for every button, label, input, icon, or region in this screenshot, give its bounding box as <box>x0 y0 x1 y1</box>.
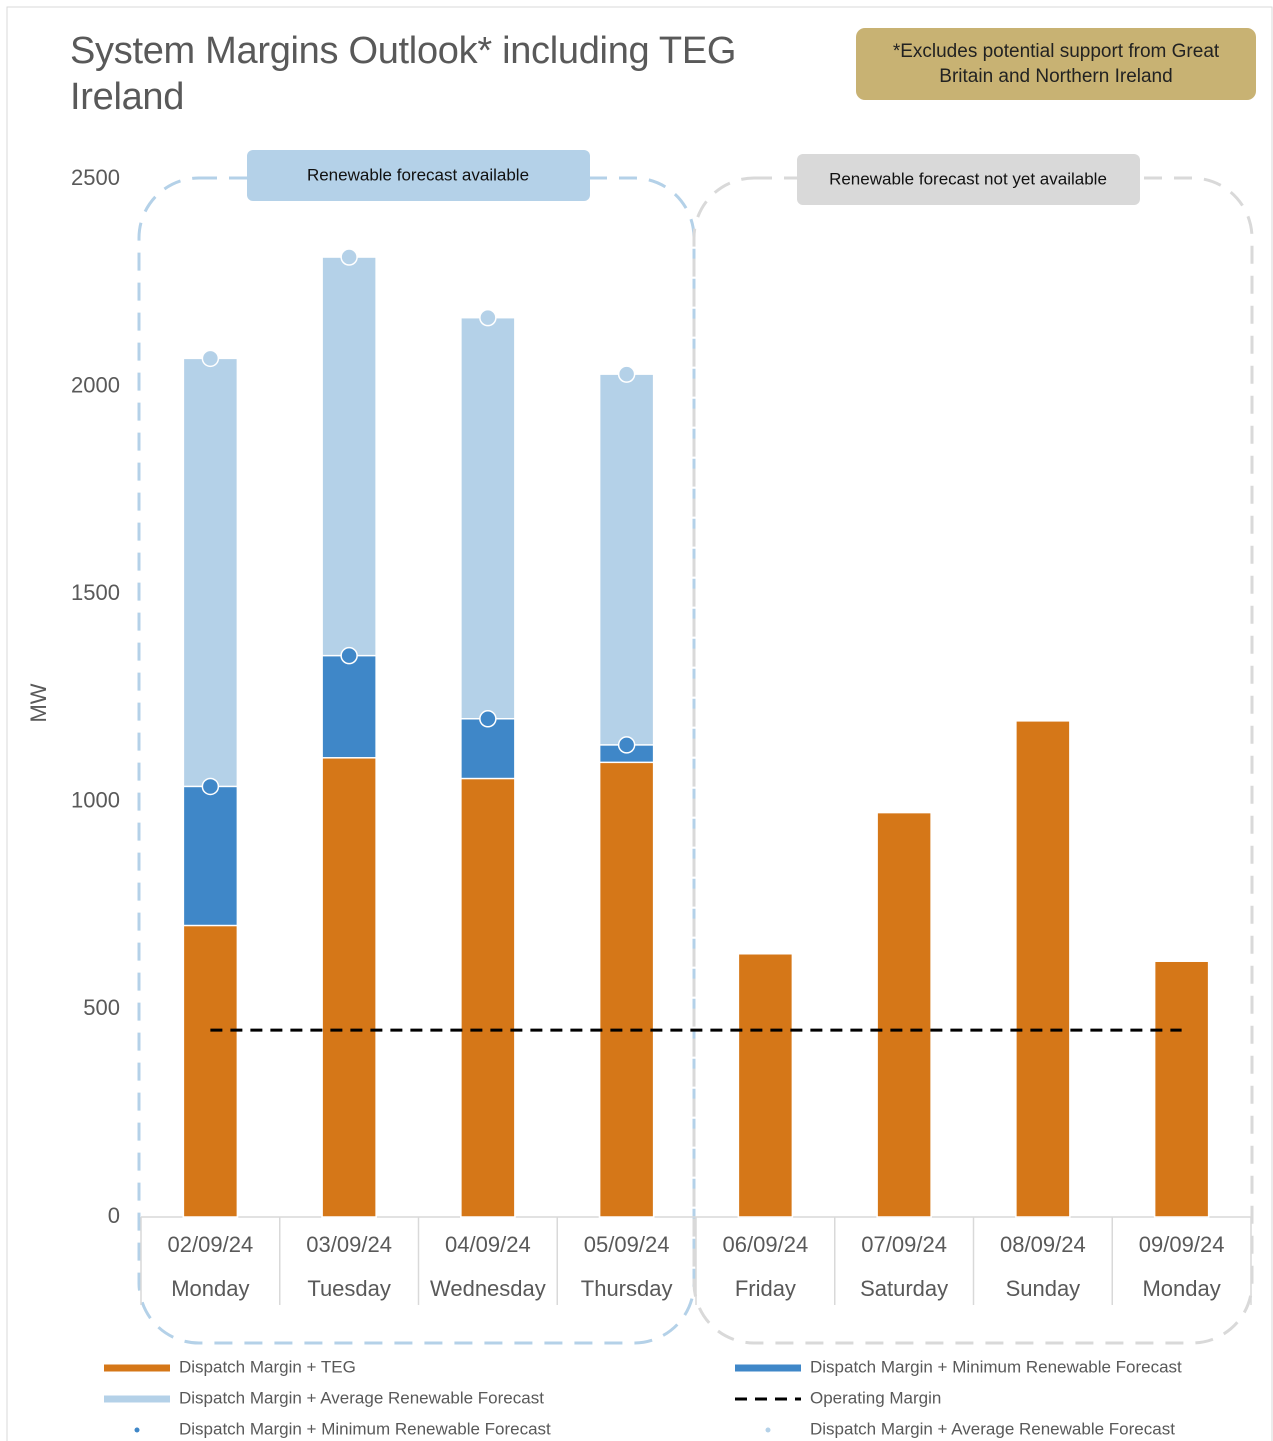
bar <box>1153 960 1210 1218</box>
annotation-box <box>797 154 1140 205</box>
legend-label: Operating Margin <box>810 1388 941 1407</box>
legend-swatch <box>134 1427 140 1433</box>
chart-title: System Margins Outlook* including TEG Ir… <box>70 30 737 118</box>
y-tick-label: 1000 <box>71 788 120 813</box>
legend-label: Dispatch Margin + TEG <box>179 1357 356 1376</box>
x-tick-label: 06/09/24 <box>723 1232 809 1257</box>
marker <box>340 248 358 266</box>
marker <box>479 308 497 327</box>
y-tick-label: 500 <box>83 995 120 1020</box>
marker <box>340 646 358 665</box>
bar <box>737 953 794 1218</box>
marker <box>617 736 636 754</box>
y-axis-label: MW <box>26 683 51 722</box>
x-tick-sublabel: Saturday <box>860 1276 948 1301</box>
x-tick-sublabel: Thursday <box>581 1276 673 1301</box>
y-tick-label: 2500 <box>71 165 120 190</box>
x-tick-label: 05/09/24 <box>584 1232 670 1257</box>
x-tick-sublabel: Wednesday <box>430 1276 546 1301</box>
bar <box>321 757 377 1218</box>
marker <box>201 349 220 368</box>
y-tick-label: 1500 <box>71 580 120 605</box>
bar <box>876 811 932 1218</box>
annotation-box <box>247 150 590 201</box>
x-tick-sublabel: Sunday <box>1006 1276 1081 1301</box>
legend-label: Dispatch Margin + Minimum Renewable Fore… <box>179 1419 551 1438</box>
marker <box>617 365 636 383</box>
bar <box>460 777 516 1218</box>
x-tick-label: 07/09/24 <box>861 1232 947 1257</box>
note: *Excludes potential support from Great B… <box>856 28 1256 100</box>
x-tick-label: 09/09/24 <box>1139 1232 1225 1257</box>
x-tick-label: 02/09/24 <box>168 1232 254 1257</box>
y-tick-label: 0 <box>108 1203 120 1228</box>
legend-label: Dispatch Margin + Minimum Renewable Fore… <box>810 1357 1182 1376</box>
annotation: Renewable forecast available <box>307 165 529 184</box>
legend-label: Dispatch Margin + Average Renewable Fore… <box>810 1419 1175 1438</box>
x-tick-sublabel: Monday <box>171 1276 249 1301</box>
x-tick-sublabel: Monday <box>1142 1276 1220 1301</box>
x-tick-sublabel: Tuesday <box>307 1276 391 1301</box>
bar <box>182 924 239 1218</box>
annotation: Renewable forecast not yet available <box>829 169 1107 188</box>
bar <box>1015 720 1071 1218</box>
x-tick-label: 03/09/24 <box>306 1232 392 1257</box>
x-tick-label: 08/09/24 <box>1000 1232 1086 1257</box>
legend-swatch <box>765 1427 771 1433</box>
legend-label: Dispatch Margin + Average Renewable Fore… <box>179 1388 544 1407</box>
frame <box>6 6 1273 1441</box>
marker <box>479 710 497 728</box>
x-tick-label: 04/09/24 <box>445 1232 531 1257</box>
marker <box>201 777 220 796</box>
bar <box>598 761 655 1218</box>
y-tick-label: 2000 <box>71 372 120 397</box>
x-tick-sublabel: Friday <box>735 1276 796 1301</box>
